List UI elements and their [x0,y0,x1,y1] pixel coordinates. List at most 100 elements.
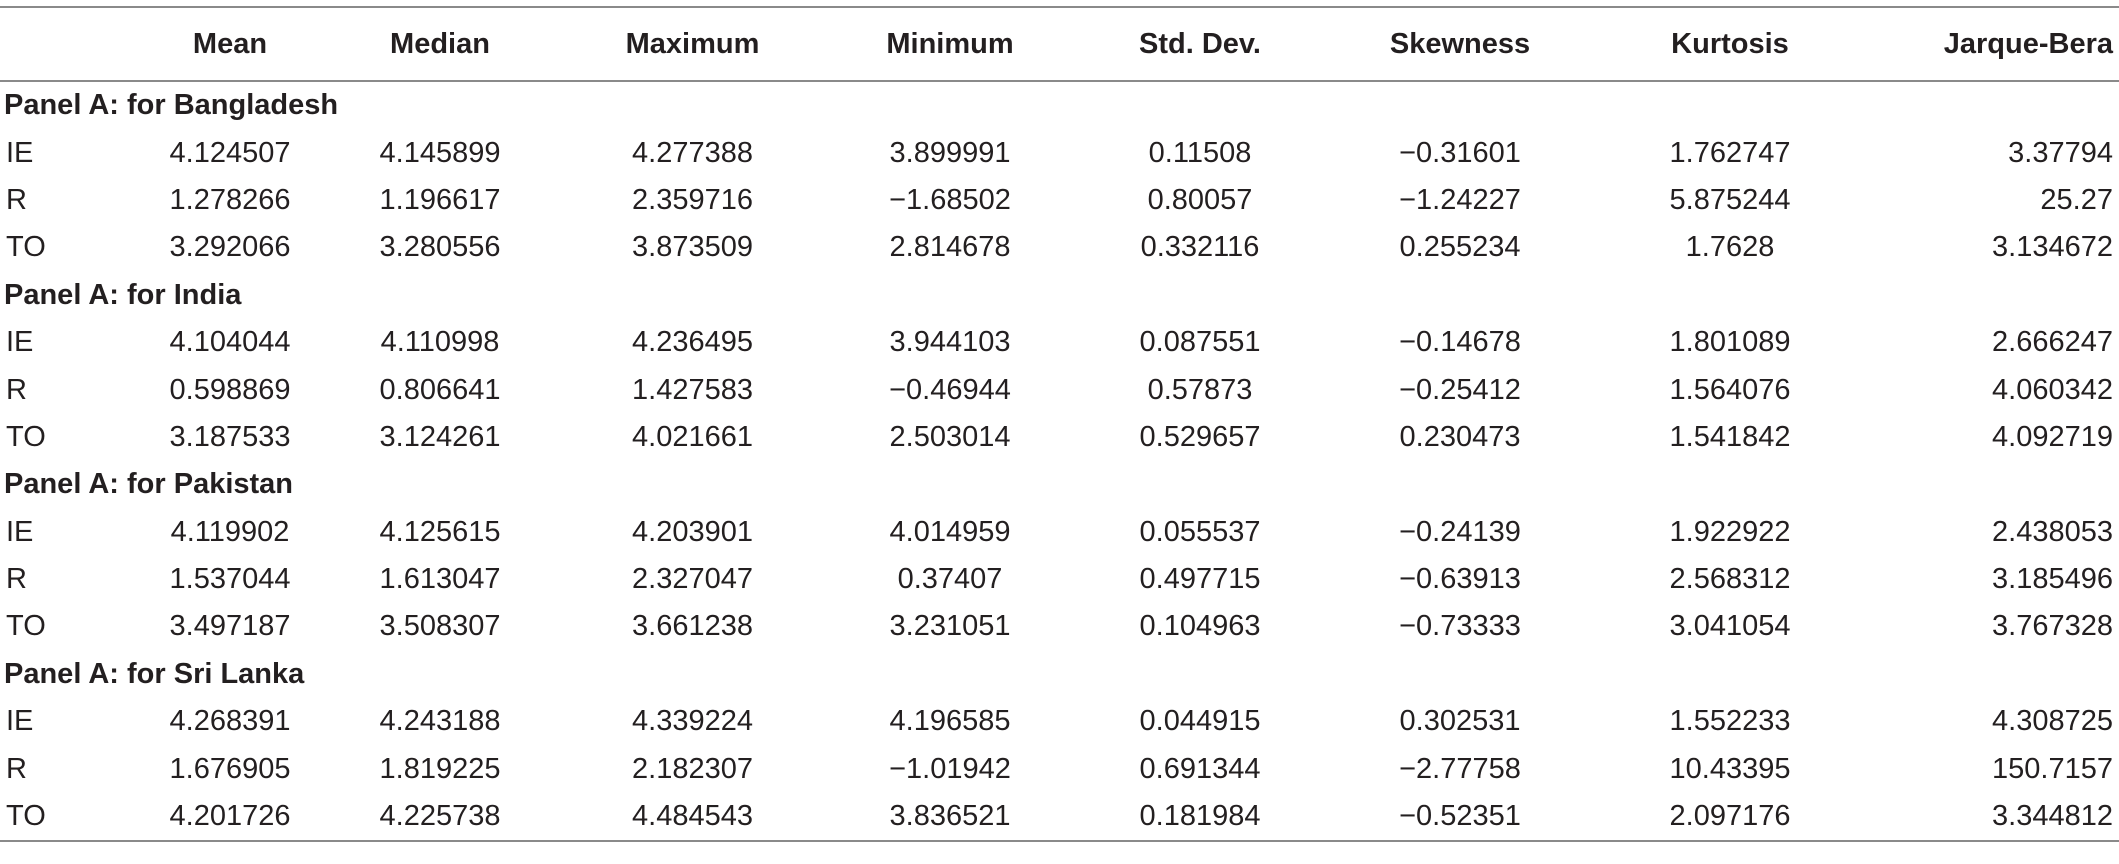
table-row: TO 3.292066 3.280556 3.873509 2.814678 0.3321… [0,224,2119,271]
table-cell: 2.568312 [1669,563,1791,596]
table-cell: 3.231051 [889,610,1011,643]
table-cell: 3.508307 [379,610,501,643]
table-header: Mean Median Maximum Minimum Std. Dev. Sk… [0,6,2119,82]
table-cell: 0.57873 [1147,373,1253,406]
row-label: TO [6,610,46,643]
table-cell: −0.14678 [1399,326,1521,359]
table-cell: 4.277388 [632,136,753,169]
row-label: TO [6,231,46,264]
table-cell: 1.613047 [379,563,501,596]
panel-title: Panel A: for Pakistan [4,468,294,501]
row-label: IE [6,326,34,359]
table-cell: 0.302531 [1399,705,1521,738]
table-cell: 2.503014 [889,420,1011,453]
table-cell: 1.537044 [169,563,291,596]
panel-header-row: Panel A: for Pakistan [0,461,2119,508]
table-cell: 4.110998 [380,326,500,359]
row-label: R [6,373,27,406]
table-row: R 1.537044 1.613047 2.327047 0.37407 0.497715… [0,556,2119,603]
header-cell-minimum: Minimum [825,6,1075,82]
table-body: Panel A: for Bangladesh IE 4.124507 4.14589… [0,81,2119,843]
table-cell: 4.201726 [140,792,320,843]
table-cell: 4.145899 [379,136,501,169]
table-cell: −1.01942 [889,752,1011,785]
header-cell-kurtosis: Kurtosis [1595,6,1865,82]
header-cell-std-dev: Std. Dev. [1075,6,1325,82]
table-cell: −0.52351 [1325,792,1595,843]
table-cell: 4.104044 [169,326,291,359]
table-cell: 0.255234 [1399,231,1521,264]
table-cell: 0.11508 [1148,136,1252,169]
table-cell: −0.46944 [889,373,1011,406]
table-cell: 3.661238 [632,610,753,643]
table-cell: 0.691344 [1139,752,1261,785]
table-cell: −0.63913 [1399,563,1521,596]
table-cell: 4.092719 [1992,420,2113,453]
table-cell: 1.278266 [169,183,291,216]
table-cell: 4.236495 [632,326,753,359]
table-cell: 3.497187 [169,610,291,643]
table-cell: 0.80057 [1147,183,1253,216]
table-cell: 0.806641 [379,373,501,406]
table-cell: 3.767328 [1992,610,2113,643]
row-label: R [6,563,27,596]
panel-title: Panel A: for India [4,278,242,311]
table-cell: 2.814678 [889,231,1011,264]
table-cell: −0.31601 [1399,136,1521,169]
table-cell: 3.873509 [632,231,753,264]
header-cell-jarque-bera: Jarque-Bera [1865,6,2119,82]
panel-header-row: Panel A: for Sri Lanka [0,651,2119,698]
table-cell: 0.598869 [169,373,291,406]
table-cell: 10.43395 [1669,752,1791,785]
panel-title: Panel A: for Sri Lanka [4,657,305,690]
table-cell: 0.055537 [1139,515,1261,548]
table-cell: 4.060342 [1992,373,2113,406]
table-cell: 4.268391 [169,705,291,738]
header-cell-mean: Mean [140,6,320,82]
table-cell: 1.541842 [1669,420,1791,453]
row-label: R [6,183,27,216]
table-cell: 1.922922 [1669,515,1791,548]
table-cell: −2.77758 [1399,752,1521,785]
table-row: R 1.278266 1.196617 2.359716 −1.68502 0.80057… [0,177,2119,224]
descriptive-statistics-table: Mean Median Maximum Minimum Std. Dev. Sk… [0,6,2119,843]
table-cell: 0.529657 [1139,420,1261,453]
table-cell: 1.819225 [379,752,501,785]
row-label: TO [6,420,46,453]
table-cell: 2.359716 [632,183,753,216]
table-cell: 3.124261 [379,420,501,453]
table-cell: 4.225738 [320,792,560,843]
table-row: IE 4.268391 4.243188 4.339224 4.196585 0.0449… [0,698,2119,745]
table-cell: −0.24139 [1399,515,1521,548]
table-cell: 25.27 [2040,183,2113,216]
table-cell: 3.185496 [1992,563,2113,596]
table-cell: 1.564076 [1669,373,1791,406]
table-cell: 2.097176 [1595,792,1865,843]
table-cell: 3.187533 [169,420,291,453]
table-cell: 0.087551 [1139,326,1261,359]
table-row: TO 3.187533 3.124261 4.021661 2.503014 0.5296… [0,414,2119,461]
table-cell: 0.181984 [1075,792,1325,843]
table-cell: 2.327047 [632,563,753,596]
row-label: R [6,752,27,785]
table-cell: 2.438053 [1992,515,2113,548]
table-cell: 0.044915 [1139,705,1261,738]
panel-title: Panel A: for Bangladesh [4,89,339,122]
table-cell: 4.203901 [632,515,753,548]
table-cell: 1.427583 [632,373,753,406]
table-cell: 4.484543 [560,792,825,843]
table-cell: 3.280556 [379,231,501,264]
table-row: TO 4.201726 4.225738 4.484543 3.836521 0.1819… [0,792,2119,843]
table-cell: 4.243188 [379,705,501,738]
header-cell-maximum: Maximum [560,6,825,82]
table-cell: 3.836521 [825,792,1075,843]
table-cell: 3.37794 [2008,136,2113,169]
table-cell: 3.134672 [1992,231,2113,264]
table-row: TO 3.497187 3.508307 3.661238 3.231051 0.1049… [0,603,2119,650]
table-cell: 3.292066 [169,231,291,264]
row-label: IE [6,136,34,169]
row-label: IE [6,515,34,548]
panel-header-row: Panel A: for India [0,272,2119,319]
table-cell: −0.73333 [1399,610,1521,643]
table-cell: −1.24227 [1399,183,1521,216]
